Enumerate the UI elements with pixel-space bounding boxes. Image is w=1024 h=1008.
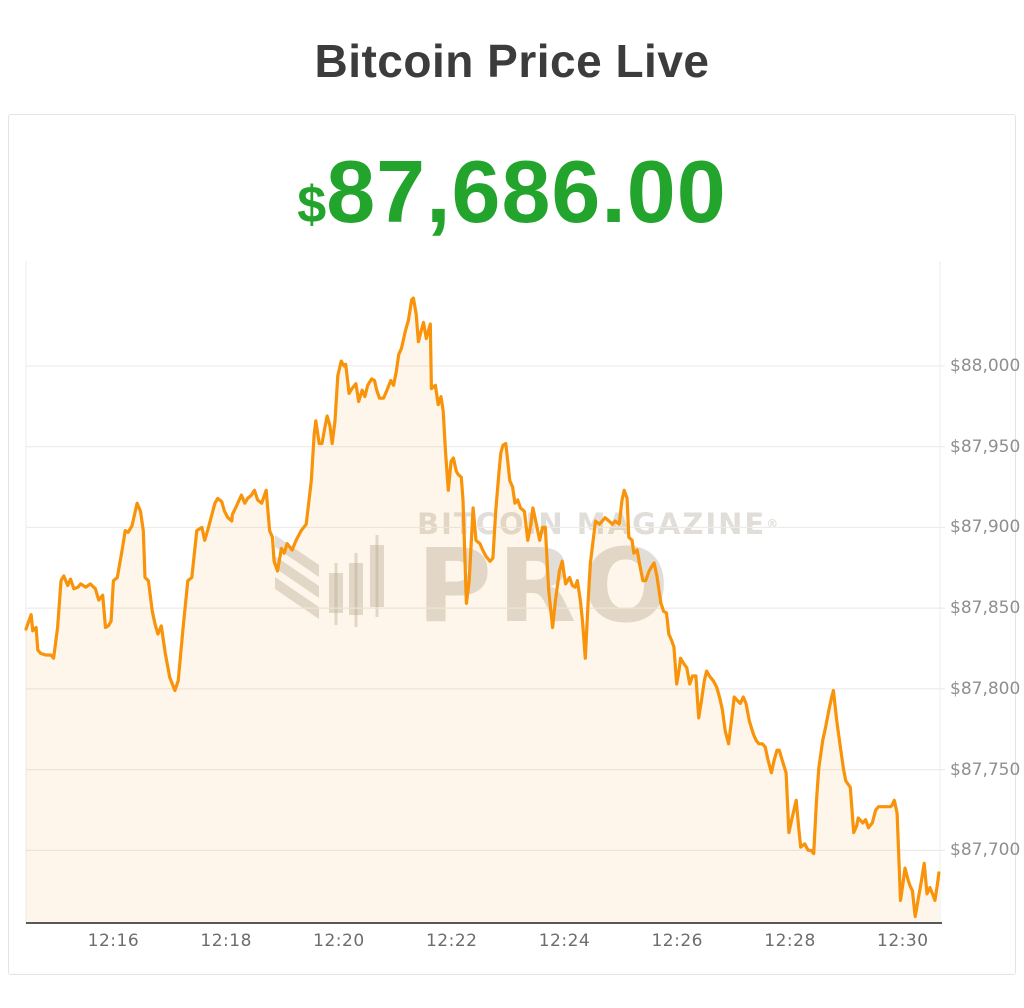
area-fill [26, 298, 939, 924]
price-value: 87,686.00 [326, 142, 727, 241]
x-axis-label: 12:18 [200, 931, 252, 951]
y-axis-label: $87,950 [950, 436, 1021, 457]
y-axis-label: $87,850 [950, 598, 1021, 619]
x-axis-label: 12:28 [764, 931, 816, 951]
price-line [24, 296, 941, 919]
price-chart: BITCOIN MAGAZINE® PRO $88,000$87,950$87,… [9, 261, 1020, 974]
x-axis-label: 12:22 [425, 931, 478, 951]
price-chart-card: $87,686.00 BITCOIN MAGAZINE® PRO $88,000… [8, 114, 1020, 975]
x-axis-label: 12:24 [538, 931, 591, 951]
price-chart-svg[interactable] [9, 261, 1013, 974]
y-axis-label: $87,900 [950, 517, 1021, 538]
x-axis-label: 12:20 [313, 931, 365, 951]
y-axis-label: $88,000 [950, 355, 1021, 376]
price-currency-symbol: $ [297, 176, 327, 234]
x-axis-label: 12:16 [87, 931, 140, 951]
live-price: $87,686.00 [9, 115, 1015, 261]
y-axis-label: $87,800 [950, 678, 1021, 699]
x-axis-label: 12:30 [877, 931, 929, 951]
page-title: Bitcoin Price Live [314, 35, 710, 87]
y-axis-label: $87,750 [950, 759, 1021, 780]
y-axis-label: $87,700 [950, 840, 1021, 861]
x-axis-label: 12:26 [651, 931, 703, 951]
